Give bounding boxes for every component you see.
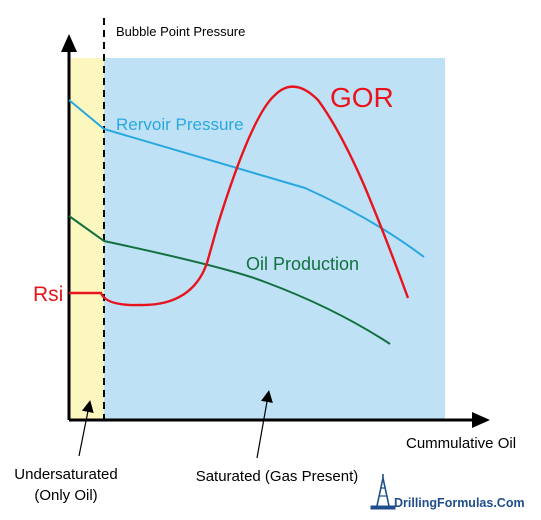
undersaturated-region bbox=[70, 58, 104, 420]
x-axis-label: Cummulative Oil bbox=[406, 435, 516, 452]
undersaturated-label-line2: (Only Oil) bbox=[34, 487, 97, 504]
undersaturated-label-line1: Undersaturated bbox=[14, 466, 117, 483]
saturated-label: Saturated (Gas Present) bbox=[196, 468, 359, 485]
gor-label: GOR bbox=[330, 82, 394, 113]
y-axis-arrowhead bbox=[61, 34, 77, 52]
oil-production-label: Oil Production bbox=[246, 254, 359, 274]
reservoir-pressure-label: Rervoir Pressure bbox=[116, 115, 244, 134]
x-axis-arrowhead bbox=[472, 412, 490, 428]
rsi-label: Rsi bbox=[33, 283, 63, 306]
drilling-rig-icon bbox=[371, 474, 395, 509]
brand-text: DrillingFormulas.Com bbox=[394, 496, 525, 510]
saturated-region bbox=[104, 58, 445, 420]
bubble-point-label: Bubble Point Pressure bbox=[116, 24, 245, 39]
